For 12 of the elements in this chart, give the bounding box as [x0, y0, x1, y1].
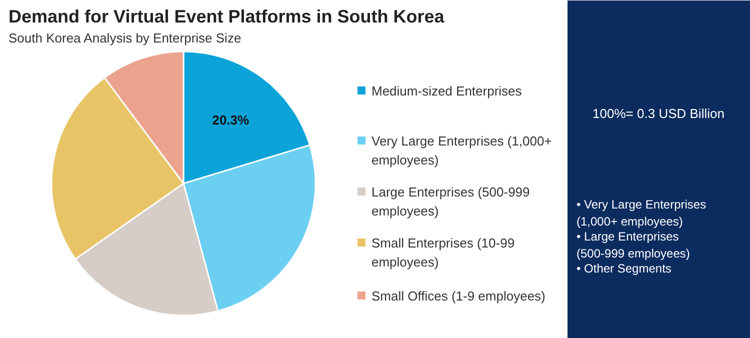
chart-subtitle: South Korea Analysis by Enterprise Size: [8, 30, 242, 46]
legend-label: Large Enterprises (500-999 employees): [372, 184, 530, 218]
data-label: 20.3%: [212, 112, 250, 128]
text: 100%= 0.3 USD Billion: [592, 106, 724, 121]
text: • Other Segments: [576, 262, 672, 276]
legend-label: Small Enterprises (10-99 employees): [372, 236, 515, 270]
legend-label: Medium-sized Enterprises: [372, 84, 522, 98]
text: • Very Large Enterprises (1,000+ employees): [576, 198, 706, 228]
legend-label: Small Offices (1-9 employees): [372, 288, 546, 304]
text: • Large Enterprises (500-999 employees): [576, 230, 690, 260]
chart-title: Demand for Virtual Event Platforms in South Korea: [8, 6, 446, 26]
legend-label: Very Large Enterprises (1,000+ employees): [372, 134, 552, 168]
